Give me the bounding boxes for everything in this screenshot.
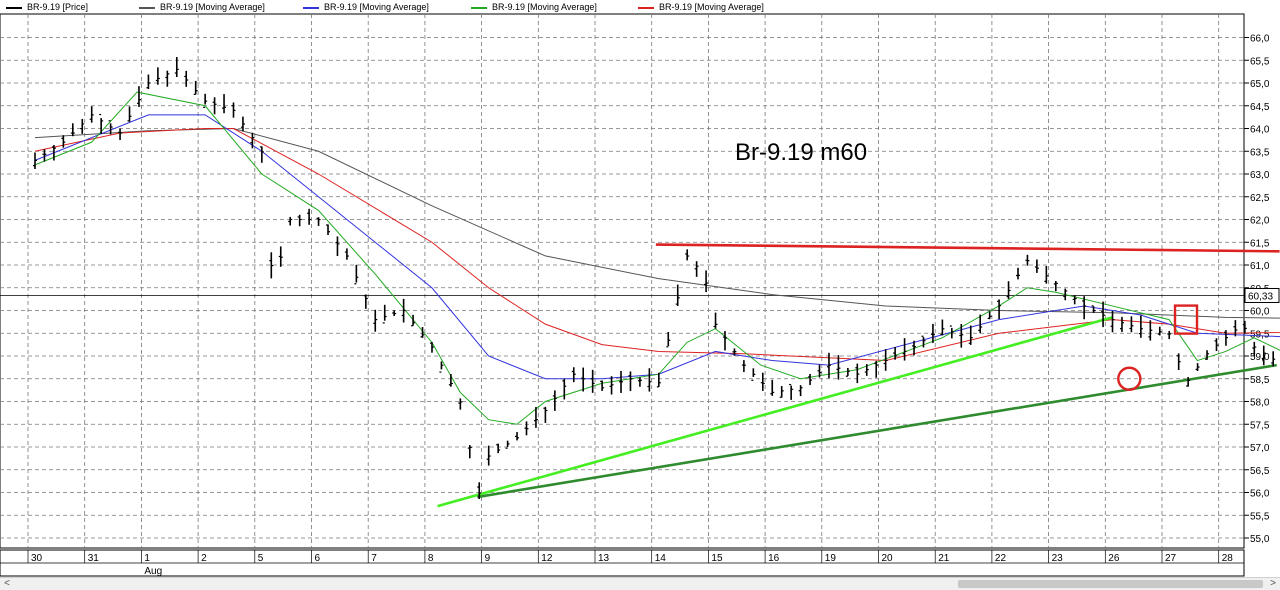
y-tick-label: 66,0 — [1250, 34, 1270, 45]
support-line — [477, 363, 1277, 499]
y-tick-label: 59,0 — [1250, 352, 1270, 363]
x-tick-label: 27 — [1165, 553, 1177, 564]
y-tick-label: 60,0 — [1250, 307, 1270, 318]
x-month-label: Aug — [144, 566, 162, 577]
horizontal-scrollbar[interactable]: < > — [0, 577, 1280, 590]
circle-marker — [1117, 366, 1142, 391]
current-price-label: 60,33 — [1248, 291, 1273, 302]
scroll-right-arrow[interactable]: > — [1270, 578, 1276, 589]
moving-average-line — [34, 91, 1280, 425]
legend-label: BR-9.19 [Moving Average] — [492, 2, 597, 12]
resistance-line — [655, 243, 1280, 253]
y-tick-label: 64,5 — [1250, 102, 1270, 113]
x-tick-label: 22 — [995, 553, 1007, 564]
scroll-thumb[interactable] — [958, 580, 1263, 588]
legend-swatch — [6, 6, 22, 9]
legend-label: BR-9.19 [Moving Average] — [160, 2, 265, 12]
chart-markers — [1117, 304, 1199, 391]
x-tick-label: 6 — [315, 553, 321, 564]
price-chart[interactable]: 55,0 55,5 56,0 56,5 57,0 57,5 58,0 58,5 59,0 59,5… — [0, 0, 1280, 577]
x-tick-label: 21 — [938, 553, 950, 564]
y-tick-label: 64,0 — [1250, 125, 1270, 136]
current-price-box — [1244, 287, 1280, 303]
x-tick-label: 16 — [768, 553, 780, 564]
y-axis: 55,0 55,5 56,0 56,5 57,0 57,5 58,0 58,5 59,0 59,5… — [0, 34, 1280, 545]
y-tick-label: 55,5 — [1250, 511, 1270, 522]
x-tick-label: 5 — [258, 553, 264, 564]
moving-average-line — [34, 114, 1280, 380]
y-tick-label: 62,0 — [1250, 216, 1270, 227]
x-tick-label: 7 — [371, 553, 377, 564]
x-tick-label: 8 — [428, 553, 434, 564]
legend-item: BR-9.19 [Moving Average] — [303, 1, 429, 13]
plot-area — [0, 13, 1245, 549]
y-tick-label: 56,5 — [1250, 466, 1270, 477]
y-tick-label: 57,0 — [1250, 443, 1270, 454]
x-tick-label: 20 — [882, 553, 894, 564]
legend-item: BR-9.19 [Moving Average] — [638, 1, 764, 13]
y-tick-label: 56,0 — [1250, 489, 1270, 500]
legend-item: BR-9.19 [Moving Average] — [139, 1, 265, 13]
legend-label: BR-9.19 [Moving Average] — [659, 2, 764, 12]
legend-swatch — [303, 6, 319, 9]
x-tick-label: 30 — [31, 553, 43, 564]
legend-swatch — [638, 6, 654, 9]
x-tick-label: 12 — [541, 553, 553, 564]
y-tick-label: 55,0 — [1250, 534, 1270, 545]
square-marker — [1173, 304, 1199, 335]
x-tick-label: 15 — [711, 553, 723, 564]
legend-swatch — [139, 6, 155, 9]
price-candles — [33, 57, 1276, 500]
chart-grid — [0, 14, 1244, 548]
legend-swatch — [471, 6, 487, 9]
x-tick-label: 9 — [485, 553, 491, 564]
chart-legend: BR-9.19 [Price] BR-9.19 [Moving Average] B… — [0, 0, 1280, 14]
x-tick-label: 26 — [1108, 553, 1120, 564]
legend-label: BR-9.19 [Price] — [27, 2, 89, 12]
legend-item: BR-9.19 [Price] — [6, 1, 88, 13]
legend-item: BR-9.19 [Moving Average] — [471, 1, 597, 13]
x-tick-label: 14 — [655, 553, 667, 564]
x-tick-label: 19 — [825, 553, 837, 564]
x-tick-label: 31 — [88, 553, 100, 564]
trend-lines — [437, 243, 1280, 508]
y-tick-label: 65,0 — [1250, 79, 1270, 90]
y-tick-label: 63,0 — [1250, 170, 1270, 181]
scroll-left-arrow[interactable]: < — [4, 578, 10, 589]
y-tick-label: 58,5 — [1250, 375, 1270, 386]
y-tick-label: 59,5 — [1250, 329, 1270, 340]
y-tick-label: 58,0 — [1250, 398, 1270, 409]
support-line — [437, 316, 1113, 508]
y-tick-label: 65,5 — [1250, 56, 1270, 67]
y-tick-label: 63,5 — [1250, 147, 1270, 158]
x-tick-label: 1 — [144, 553, 150, 564]
y-tick-label: 57,5 — [1250, 420, 1270, 431]
y-tick-label: 62,5 — [1250, 193, 1270, 204]
x-tick-label: 2 — [201, 553, 207, 564]
x-tick-label: 13 — [598, 553, 610, 564]
legend-label: BR-9.19 [Moving Average] — [324, 2, 429, 12]
chart-annotation: Br-9.19 m60 — [735, 139, 867, 166]
y-tick-label: 61,0 — [1250, 261, 1270, 272]
y-tick-label: 61,5 — [1250, 238, 1270, 249]
x-tick-label: 28 — [1222, 553, 1234, 564]
x-tick-label: 23 — [1052, 553, 1064, 564]
